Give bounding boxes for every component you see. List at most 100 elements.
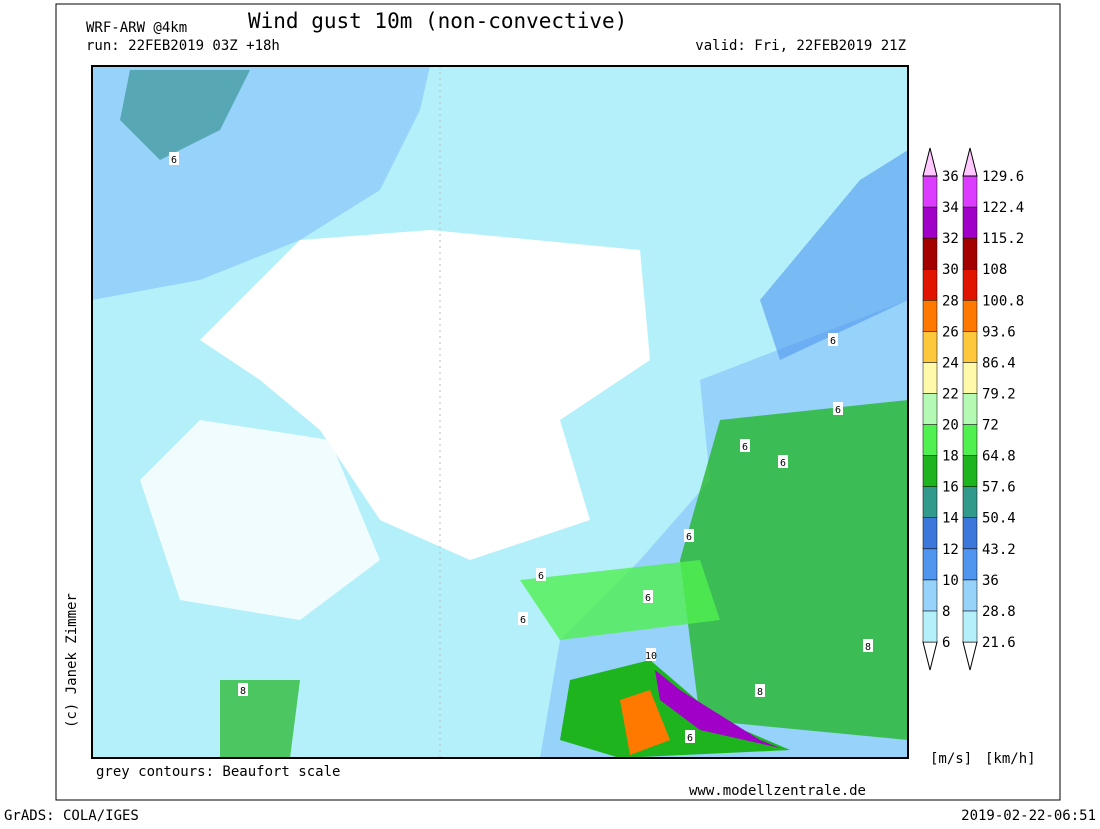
land-calm-west — [140, 420, 380, 620]
timestamp: 2019-02-22-06:51 — [961, 808, 1096, 824]
ms-label: 36 — [942, 169, 959, 185]
ms-label: 6 — [942, 635, 950, 651]
bora-orange — [620, 690, 670, 755]
ms-label: 18 — [942, 449, 959, 465]
contour-label-box — [778, 455, 788, 468]
ms-label: 28 — [942, 293, 959, 309]
ms-label: 26 — [942, 324, 959, 340]
colorbar-swatch — [962, 300, 978, 332]
contour-label-box — [169, 152, 179, 165]
contour-label: 8 — [757, 687, 763, 698]
website: www.modellzentrale.de — [689, 783, 866, 799]
grads: GrADS: COLA/IGES — [4, 808, 139, 824]
title: Wind gust 10m (non-convective) — [248, 9, 627, 33]
colorbar-swatch — [962, 237, 978, 270]
kmh-label: 72 — [982, 418, 999, 434]
contour-label-box — [863, 639, 873, 652]
ms-label: 10 — [942, 573, 959, 589]
contour-label-box — [646, 648, 656, 661]
kmh-label: 100.8 — [982, 293, 1024, 309]
kmh-label: 28.8 — [982, 604, 1016, 620]
ms-label: 30 — [942, 262, 959, 278]
colorbar-end — [962, 147, 978, 177]
unit-kmh: [km/h] — [985, 751, 1036, 767]
colorbar-swatch — [922, 393, 938, 425]
kmh-label: 129.6 — [982, 169, 1024, 185]
kmh-label: 122.4 — [982, 200, 1024, 216]
ms-label: 34 — [942, 200, 959, 216]
kmh-label: 21.6 — [982, 635, 1016, 651]
sea-strong — [120, 70, 250, 160]
contour-label-box — [536, 568, 546, 581]
kmh-label: 86.4 — [982, 355, 1016, 371]
colorbar-swatch — [922, 424, 938, 456]
contour-label: 6 — [835, 405, 841, 416]
model: WRF-ARW @4km — [86, 20, 187, 36]
contour-label-box — [238, 683, 248, 696]
colorbar-swatch — [962, 362, 978, 394]
kmh-label: 43.2 — [982, 542, 1016, 558]
colorbar: 6 8 10 12 14 16 18 20 22 24 26 28 30 32 34 36 21.6 28.8 36… — [922, 147, 1024, 671]
colorbar-swatch — [962, 331, 978, 363]
colorbar-swatch — [962, 610, 978, 643]
contour-label: 8 — [865, 642, 871, 653]
contours-note: grey contours: Beaufort scale — [96, 764, 340, 780]
colorbar-swatch — [922, 579, 938, 612]
colorbar-swatch — [922, 175, 938, 208]
colorbar-swatch — [922, 548, 938, 581]
colorbar-swatch — [962, 486, 978, 518]
run: run: 22FEB2019 03Z +18h — [86, 38, 280, 54]
kmh-label: 36 — [982, 573, 999, 589]
colorbar-swatch — [962, 175, 978, 208]
colorbar-swatch — [922, 455, 938, 487]
colorbar-end — [922, 147, 938, 177]
kmh-label: 115.2 — [982, 231, 1024, 247]
colorbar-swatch — [922, 268, 938, 301]
land-calm — [200, 230, 650, 560]
contour-label: 6 — [520, 615, 526, 626]
ms-label: 32 — [942, 231, 959, 247]
contour-label-box — [833, 402, 843, 415]
copyright: (c) Janek Zimmer — [64, 593, 80, 728]
contour-label-box — [643, 590, 653, 603]
ms-label: 14 — [942, 511, 959, 527]
kmh-label: 57.6 — [982, 480, 1016, 496]
kmh-label: 108 — [982, 262, 1007, 278]
contour-label: 6 — [780, 458, 786, 469]
contour-label-box — [685, 730, 695, 743]
ms-label: 24 — [942, 355, 959, 371]
colorbar-swatch — [922, 486, 938, 518]
contour-label-box — [828, 333, 838, 346]
ms-label: 8 — [942, 604, 950, 620]
ms-label: 20 — [942, 418, 959, 434]
contour-label: 6 — [171, 155, 177, 166]
east-blue — [760, 150, 908, 360]
ms-label: 16 — [942, 480, 959, 496]
sw-green — [220, 680, 300, 758]
colorbar-swatch — [922, 300, 938, 332]
colorbar-swatch — [962, 455, 978, 487]
east-green — [680, 400, 908, 740]
colorbar-swatch — [922, 517, 938, 550]
graticule — [92, 66, 441, 758]
contour-label: 6 — [538, 571, 544, 582]
colorbar-swatch — [922, 237, 938, 270]
colorbar-swatch — [962, 579, 978, 612]
colorbar-swatch — [962, 548, 978, 581]
colorbar-swatch — [922, 331, 938, 363]
contour-label: 10 — [645, 651, 657, 662]
ms-label: 22 — [942, 386, 959, 402]
contour-label-box — [684, 529, 694, 542]
contour-label-box — [755, 684, 765, 697]
colorbar-swatch — [962, 206, 978, 239]
valid: valid: Fri, 22FEB2019 21Z — [695, 38, 906, 54]
colorbar-swatch — [962, 268, 978, 301]
kmh-label: 64.8 — [982, 449, 1016, 465]
colorbar-swatch — [962, 517, 978, 550]
contour-label: 6 — [686, 532, 692, 543]
colorbar-swatch — [922, 610, 938, 643]
map-border — [91, 65, 909, 759]
kmh-label: 79.2 — [982, 386, 1016, 402]
contour-label: 6 — [687, 733, 693, 744]
